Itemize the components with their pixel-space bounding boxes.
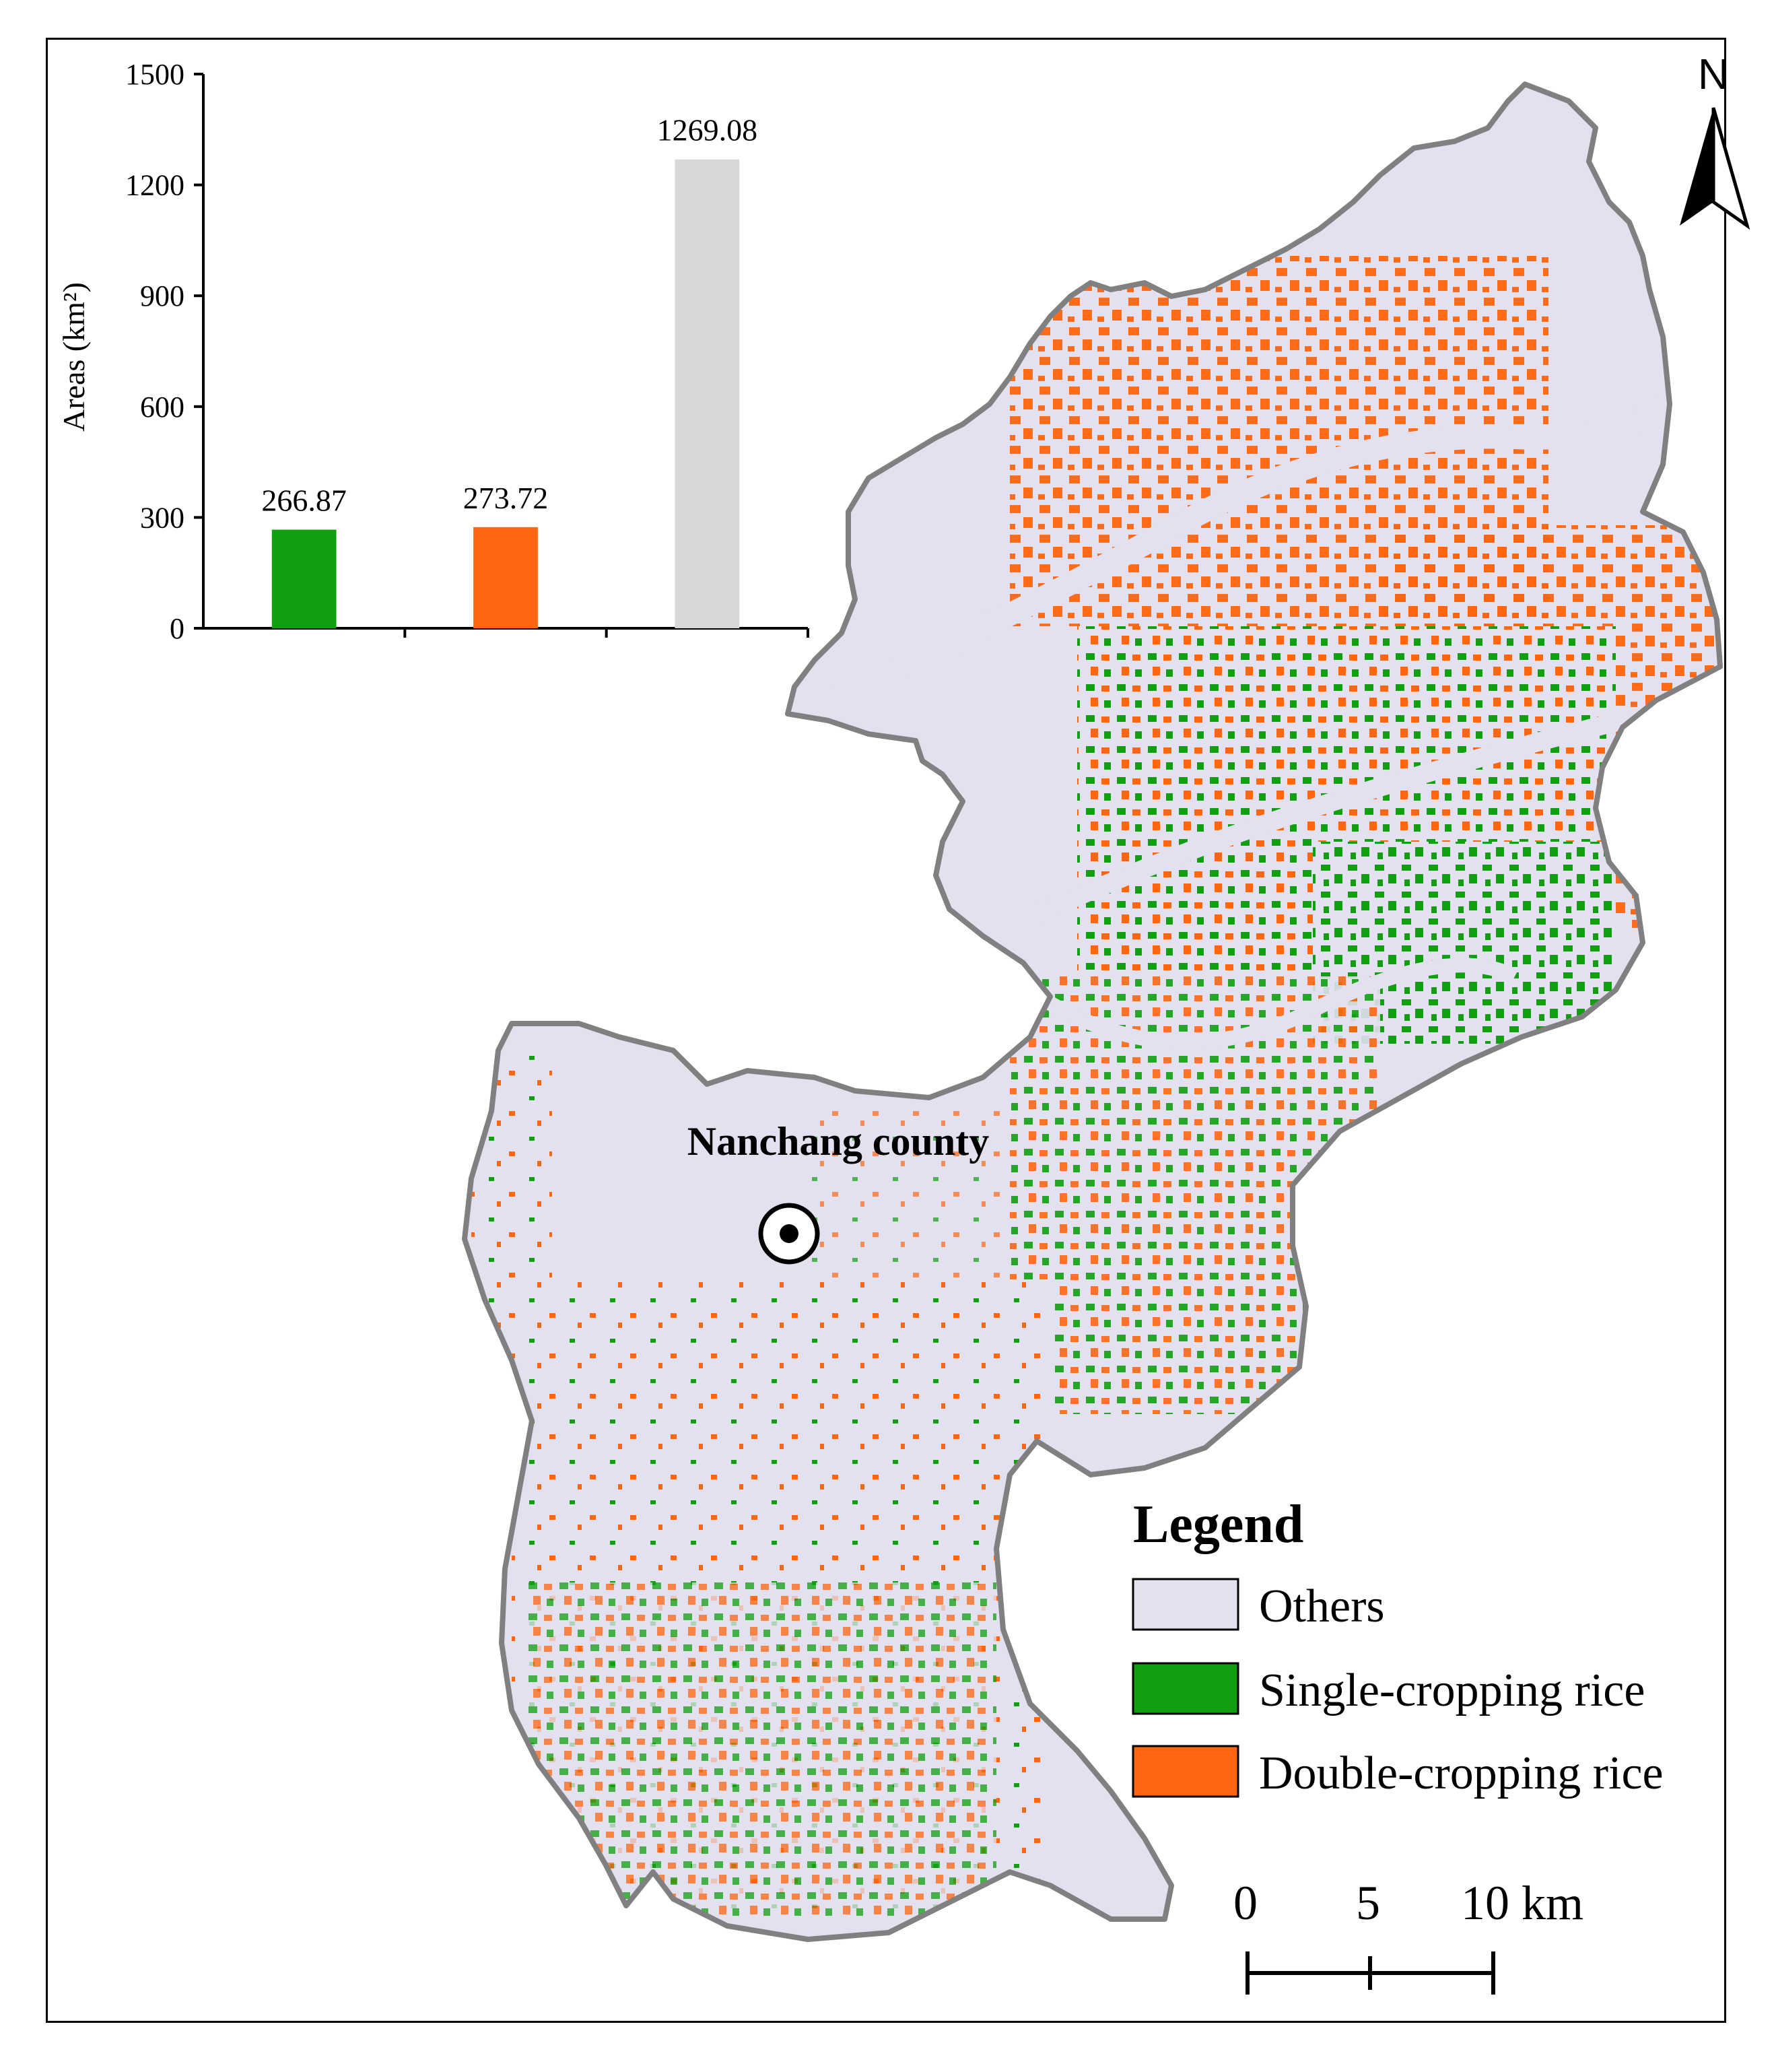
target-center-icon xyxy=(780,1224,798,1243)
legend-label-single-cropping: Single-cropping rice xyxy=(1259,1665,1645,1716)
legend-swatch-double-cropping xyxy=(1132,1745,1239,1798)
legend-swatch-others xyxy=(1132,1578,1239,1631)
north-arrow: N xyxy=(1680,50,1750,230)
bar-1 xyxy=(473,527,538,628)
north-label: N xyxy=(1698,50,1729,98)
scale-label-10: 10 km xyxy=(1461,1876,1583,1930)
north-arrow-right-icon xyxy=(1711,107,1750,230)
scale-bar: 0 5 10 km xyxy=(1233,1876,1583,1995)
map-legend: Legend Others Single-cropping rice Doubl… xyxy=(1132,1495,1664,1799)
sparse-crop-zone-west xyxy=(471,1050,552,1360)
bar-2 xyxy=(675,159,740,628)
y-tick-label: 300 xyxy=(140,501,184,534)
legend-title: Legend xyxy=(1133,1495,1303,1554)
legend-item-double-cropping: Double-cropping rice xyxy=(1132,1745,1664,1799)
crop-distribution xyxy=(471,256,1717,1919)
y-tick-label: 600 xyxy=(140,391,184,424)
legend-label-double-cropping: Double-cropping rice xyxy=(1259,1747,1664,1799)
county-seat-marker: Nanchang county xyxy=(687,1119,989,1265)
legend-swatch-single-cropping xyxy=(1132,1662,1239,1715)
river-channel-north xyxy=(823,349,1695,711)
bar-value-label-1: 273.72 xyxy=(463,481,549,515)
legend-item-others: Others xyxy=(1132,1578,1385,1632)
y-tick-label: 1200 xyxy=(125,169,184,202)
bar-0 xyxy=(271,529,337,628)
legend-item-single-cropping: Single-cropping rice xyxy=(1132,1662,1645,1716)
scale-label-0: 0 xyxy=(1233,1876,1258,1930)
area-bar-chart: Areas (km²) 0 300 600 900 1200 1500 266.87 273… xyxy=(57,58,809,645)
place-label: Nanchang county xyxy=(687,1119,989,1164)
y-tick-label: 900 xyxy=(140,279,184,312)
y-tick-label: 1500 xyxy=(125,58,184,91)
bar-value-label-0: 266.87 xyxy=(261,483,347,518)
river-channel-central xyxy=(971,704,1652,951)
sparse-crop-zone-center xyxy=(808,1104,1010,1306)
y-axis-label: Areas (km²) xyxy=(57,282,91,432)
figure-frame xyxy=(46,38,1726,2023)
north-arrow-left-icon xyxy=(1680,108,1713,226)
bar-value-label-2: 1269.08 xyxy=(657,113,758,147)
river-channel-south xyxy=(1046,958,1518,1050)
scale-label-5: 5 xyxy=(1356,1876,1380,1930)
mixed-crop-zone-south xyxy=(525,1582,996,1919)
legend-label-others: Others xyxy=(1259,1580,1385,1632)
y-tick-label: 0 xyxy=(170,612,184,645)
